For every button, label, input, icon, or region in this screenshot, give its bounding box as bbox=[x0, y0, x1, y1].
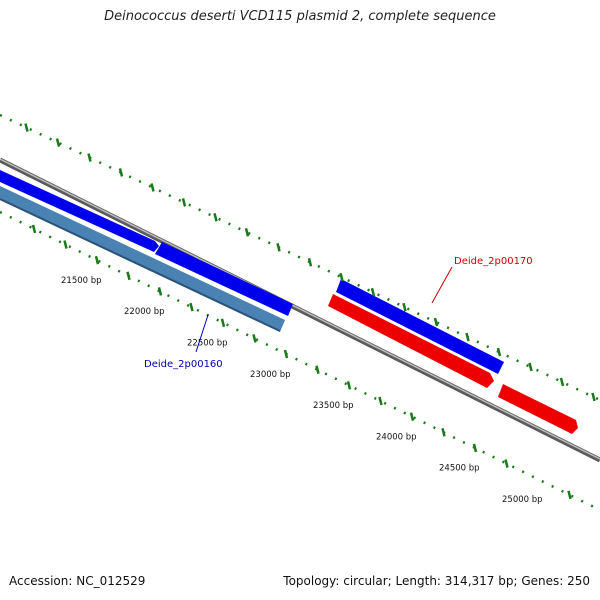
gene-label-deide-2p00170[interactable]: Deide_2p00170 bbox=[454, 256, 533, 267]
major-tick bbox=[409, 412, 415, 421]
reverse-gene-arrow[interactable] bbox=[498, 384, 578, 434]
tick-label: 22000 bp bbox=[124, 307, 165, 317]
major-tick bbox=[559, 377, 565, 387]
major-tick bbox=[213, 213, 218, 222]
major-tick bbox=[189, 302, 194, 312]
major-tick bbox=[157, 287, 163, 296]
major-tick bbox=[252, 334, 257, 343]
major-tick bbox=[339, 272, 344, 282]
major-tick bbox=[220, 318, 226, 328]
major-tick bbox=[315, 365, 320, 375]
map-title: Deinococcus deserti VCD115 plasmid 2, co… bbox=[104, 9, 496, 24]
major-tick bbox=[118, 168, 124, 177]
major-tick bbox=[504, 459, 509, 468]
forward-gene-arrow[interactable] bbox=[336, 279, 504, 374]
tick-label: 25000 bp bbox=[502, 495, 543, 505]
gene-label-leader bbox=[431, 266, 453, 304]
major-tick bbox=[567, 490, 572, 500]
major-tick bbox=[472, 443, 478, 453]
accession-text: Accession: NC_012529 bbox=[9, 574, 146, 588]
major-tick bbox=[31, 224, 37, 234]
major-tick bbox=[126, 271, 131, 281]
major-tick bbox=[87, 153, 92, 162]
major-tick bbox=[402, 302, 407, 312]
tick-label: 23000 bp bbox=[250, 370, 291, 380]
major-tick bbox=[307, 257, 313, 267]
forward-gene-arrow[interactable] bbox=[155, 242, 293, 316]
major-tick bbox=[591, 392, 596, 402]
major-tick bbox=[276, 242, 281, 252]
tick-label: 24000 bp bbox=[376, 432, 417, 442]
major-tick bbox=[55, 138, 61, 147]
major-tick bbox=[496, 347, 502, 357]
major-tick bbox=[150, 183, 155, 192]
major-tick bbox=[94, 255, 100, 265]
major-tick bbox=[24, 123, 29, 132]
major-tick bbox=[63, 240, 68, 249]
tick-labels: 21500 bp 22000 bp 22500 bp 23000 bp 23500 bp… bbox=[61, 276, 543, 505]
major-tick bbox=[465, 332, 470, 342]
major-tick bbox=[346, 381, 352, 390]
topology-summary: Topology: circular; Length: 314,317 bp; … bbox=[283, 574, 590, 588]
cds-feature-edge bbox=[0, 198, 281, 332]
outer-tick-ring bbox=[0, 113, 600, 402]
major-ticks bbox=[24, 123, 596, 500]
major-tick bbox=[441, 427, 446, 437]
gene-label-deide-2p00160[interactable]: Deide_2p00160 bbox=[144, 359, 223, 370]
tick-label: 21500 bp bbox=[61, 276, 102, 286]
major-tick bbox=[370, 287, 376, 297]
reverse-gene-arrow[interactable] bbox=[328, 294, 494, 388]
major-tick bbox=[528, 362, 533, 372]
inner-tick-ring bbox=[0, 210, 600, 512]
major-tick bbox=[244, 228, 250, 237]
major-tick bbox=[378, 396, 383, 406]
major-tick bbox=[181, 198, 187, 207]
major-tick bbox=[283, 349, 289, 359]
gene-label-leader bbox=[195, 314, 209, 353]
tick-label: 23500 bp bbox=[313, 401, 354, 411]
backbone-line bbox=[0, 157, 600, 463]
forward-gene-arrow[interactable] bbox=[0, 170, 159, 252]
tick-label: 24500 bp bbox=[439, 464, 480, 474]
backbone-highlight bbox=[0, 158, 600, 460]
major-tick bbox=[433, 317, 439, 327]
cds-feature[interactable] bbox=[0, 186, 285, 332]
tick-label: 22500 bp bbox=[187, 338, 228, 348]
